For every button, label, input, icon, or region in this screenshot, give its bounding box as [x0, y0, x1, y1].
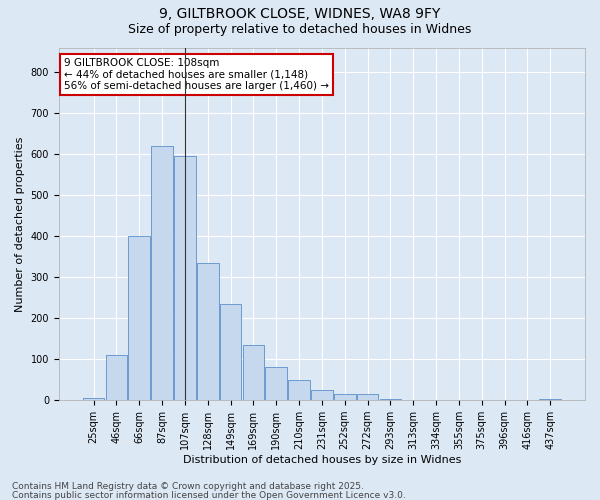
Bar	[288, 380, 310, 400]
Bar	[242, 345, 264, 400]
Text: Size of property relative to detached houses in Widnes: Size of property relative to detached ho…	[128, 22, 472, 36]
Text: 9, GILTBROOK CLOSE, WIDNES, WA8 9FY: 9, GILTBROOK CLOSE, WIDNES, WA8 9FY	[160, 8, 440, 22]
Bar	[334, 394, 356, 400]
Bar	[174, 156, 196, 400]
Bar	[197, 263, 218, 400]
Bar	[106, 355, 127, 400]
Bar	[220, 304, 241, 400]
Bar	[357, 394, 379, 400]
Bar	[128, 236, 150, 400]
Bar	[151, 146, 173, 400]
Text: Contains HM Land Registry data © Crown copyright and database right 2025.: Contains HM Land Registry data © Crown c…	[12, 482, 364, 491]
Bar	[311, 390, 333, 400]
Bar	[83, 398, 104, 400]
Text: Contains public sector information licensed under the Open Government Licence v3: Contains public sector information licen…	[12, 490, 406, 500]
Bar	[539, 399, 561, 400]
Bar	[265, 368, 287, 400]
Bar	[380, 399, 401, 400]
X-axis label: Distribution of detached houses by size in Widnes: Distribution of detached houses by size …	[183, 455, 461, 465]
Y-axis label: Number of detached properties: Number of detached properties	[15, 136, 25, 312]
Text: 9 GILTBROOK CLOSE: 108sqm
← 44% of detached houses are smaller (1,148)
56% of se: 9 GILTBROOK CLOSE: 108sqm ← 44% of detac…	[64, 58, 329, 92]
